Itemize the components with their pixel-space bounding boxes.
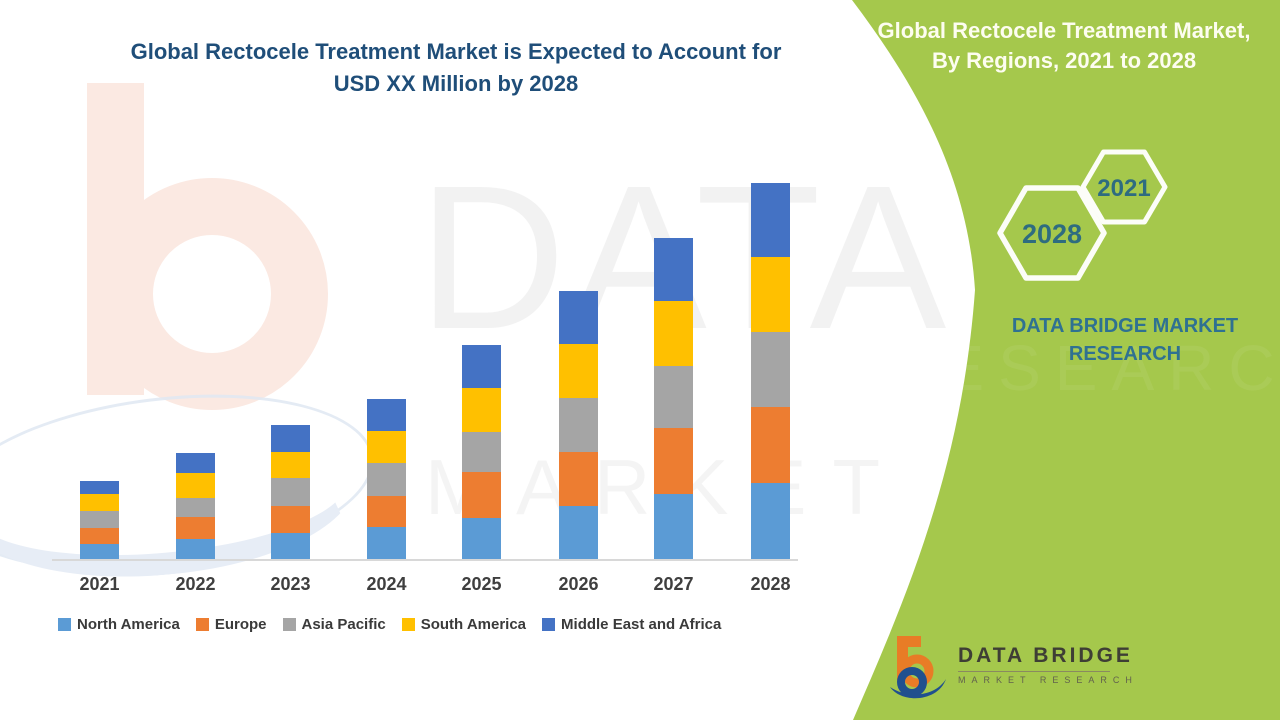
- bar-2025: [462, 345, 501, 560]
- segment-north-america-2025: [462, 518, 501, 560]
- bar-2021: [80, 481, 119, 560]
- brand-caption: DATA BRIDGE MARKET RESEARCH: [955, 312, 1280, 368]
- segment-asia-pacific-2023: [271, 478, 310, 506]
- segment-south-america-2021: [80, 494, 119, 511]
- x-tick-2022: 2022: [175, 574, 216, 594]
- segment-middle-east-and-africa-2025: [462, 345, 501, 388]
- legend-item-asia-pacific: Asia Pacific: [282, 616, 386, 633]
- panel-title-line1: Global Rectocele Treatment Market,: [877, 18, 1251, 43]
- legend-label-south-america: South America: [420, 616, 527, 633]
- segment-asia-pacific-2028: [751, 332, 790, 407]
- hexagon-2021-label: 2021: [1097, 175, 1150, 202]
- bar-2023: [271, 425, 310, 560]
- x-tick-2027: 2027: [653, 574, 694, 594]
- x-tick-2024: 2024: [366, 574, 407, 594]
- segment-europe-2023: [271, 506, 310, 533]
- segment-north-america-2021: [80, 544, 119, 560]
- segment-south-america-2027: [654, 301, 693, 366]
- x-tick-2023: 2023: [270, 574, 311, 594]
- hexagon-2021: [1080, 149, 1168, 225]
- segment-asia-pacific-2027: [654, 366, 693, 428]
- x-axis: [52, 559, 798, 561]
- segment-asia-pacific-2025: [462, 432, 501, 472]
- brand-caption-line1: DATA BRIDGE MARKET: [1011, 315, 1239, 337]
- bar-2026: [559, 291, 598, 560]
- segment-middle-east-and-africa-2027: [654, 238, 693, 301]
- bar-2027: [654, 238, 693, 560]
- segment-europe-2028: [751, 407, 790, 483]
- segment-asia-pacific-2022: [176, 498, 215, 517]
- segment-north-america-2028: [751, 483, 790, 560]
- segment-north-america-2026: [559, 506, 598, 560]
- bar-2024: [367, 399, 406, 560]
- legend: North America Europe Asia Pacific South Ame…: [58, 616, 721, 633]
- segment-europe-2021: [80, 528, 119, 544]
- segment-south-america-2022: [176, 473, 215, 498]
- logo-tagline: MARKET RESEARCH: [958, 675, 1138, 685]
- logo-text: DATA BRIDGE MARKET RESEARCH: [958, 644, 1138, 685]
- segment-asia-pacific-2024: [367, 463, 406, 496]
- segment-north-america-2024: [367, 527, 406, 560]
- segment-asia-pacific-2021: [80, 511, 119, 528]
- segment-south-america-2025: [462, 388, 501, 432]
- chart-title: Global Rectocele Treatment Market is Exp…: [80, 36, 832, 100]
- segment-europe-2026: [559, 452, 598, 506]
- segment-europe-2025: [462, 472, 501, 518]
- segment-south-america-2028: [751, 257, 790, 332]
- green-panel-shape: [852, 0, 1280, 720]
- segment-middle-east-and-africa-2021: [80, 481, 119, 494]
- panel-title: Global Rectocele Treatment Market, By Re…: [856, 16, 1272, 76]
- legend-label-north-america: North America: [77, 616, 180, 633]
- x-tick-2021: 2021: [79, 574, 120, 594]
- legend-swatch-asia-pacific: [282, 618, 296, 631]
- segment-europe-2022: [176, 517, 215, 539]
- legend-label-middle-east-and-africa: Middle East and Africa: [561, 616, 722, 633]
- legend-swatch-north-america: [58, 618, 71, 631]
- segment-south-america-2024: [367, 431, 406, 463]
- legend-item-south-america: South America: [401, 616, 527, 633]
- segment-asia-pacific-2026: [559, 398, 598, 452]
- x-tick-2025: 2025: [461, 574, 502, 594]
- brand-caption-line2: RESEARCH: [1068, 343, 1182, 365]
- x-tick-2028: 2028: [750, 574, 791, 594]
- chart-title-line2: USD XX Million by 2028: [333, 71, 579, 96]
- legend-swatch-europe: [195, 618, 209, 631]
- bar-2022: [176, 453, 215, 560]
- segment-middle-east-and-africa-2026: [559, 291, 598, 344]
- segment-north-america-2027: [654, 494, 693, 560]
- segment-middle-east-and-africa-2023: [271, 425, 310, 452]
- panel-ghost-watermark: RESEARCH: [881, 332, 1280, 404]
- segment-south-america-2026: [559, 344, 598, 398]
- data-bridge-logo-icon: [890, 636, 946, 699]
- segment-middle-east-and-africa-2024: [367, 399, 406, 431]
- legend-label-europe: Europe: [214, 616, 267, 633]
- segment-south-america-2023: [271, 452, 310, 478]
- legend-item-europe: Europe: [195, 616, 267, 633]
- bar-2028: [751, 183, 790, 560]
- segment-north-america-2022: [176, 539, 215, 560]
- legend-item-north-america: North America: [58, 616, 180, 633]
- segment-north-america-2023: [271, 533, 310, 560]
- chart-title-line1: Global Rectocele Treatment Market is Exp…: [130, 39, 782, 64]
- segment-europe-2024: [367, 496, 406, 527]
- legend-swatch-south-america: [401, 618, 415, 631]
- segment-europe-2027: [654, 428, 693, 494]
- segment-middle-east-and-africa-2022: [176, 453, 215, 473]
- data-bridge-logo: DATA BRIDGE MARKET RESEARCH: [888, 634, 1138, 702]
- logo-wordmark: DATA BRIDGE: [958, 644, 1133, 667]
- hexagon-2028-label: 2028: [1022, 219, 1082, 249]
- legend-item-middle-east-and-africa: Middle East and Africa: [542, 616, 721, 633]
- x-tick-2026: 2026: [558, 574, 599, 594]
- legend-label-asia-pacific: Asia Pacific: [301, 616, 386, 633]
- hexagon-2028: [997, 185, 1107, 281]
- logo-divider: [958, 671, 1110, 672]
- legend-swatch-middle-east-and-africa: [542, 618, 556, 631]
- panel-title-line2: By Regions, 2021 to 2028: [931, 48, 1197, 73]
- segment-middle-east-and-africa-2028: [751, 183, 790, 257]
